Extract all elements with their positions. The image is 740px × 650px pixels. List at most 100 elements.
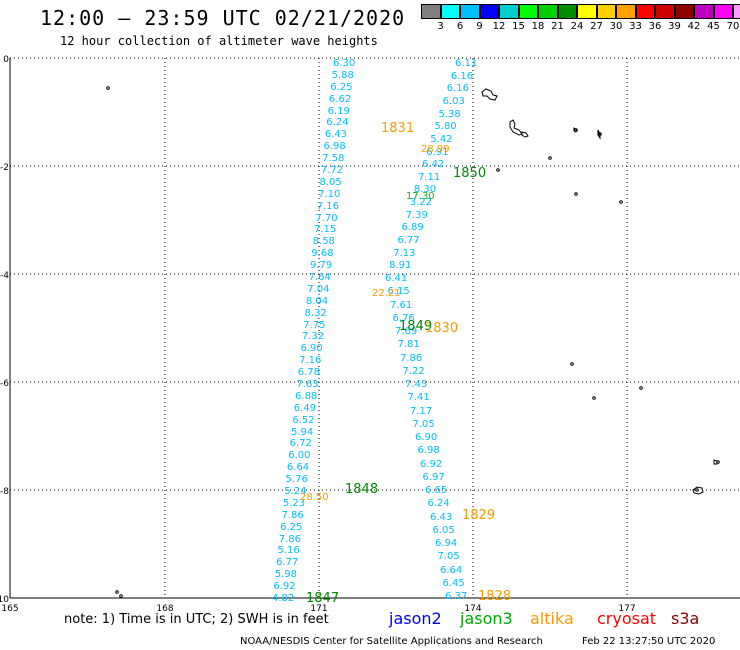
- track-b-value: 7.17: [410, 405, 433, 417]
- pass-time-label: 1830: [425, 321, 459, 336]
- island-outline: [573, 127, 578, 133]
- track-a-value: 6.77: [276, 557, 299, 569]
- track-extra-value: 28.99: [421, 144, 450, 155]
- track-a-value: 6.88: [295, 390, 318, 402]
- units-note: note: 1) Time is in UTC; 2) SWH is in fe…: [64, 612, 329, 627]
- track-b-value: 5.42: [430, 133, 453, 145]
- track-a-value: 7.04: [307, 283, 330, 295]
- track-b-value: 6.97: [422, 471, 445, 483]
- track-b-value: 6.43: [430, 511, 453, 523]
- scale-label: 70: [726, 21, 740, 32]
- satellite-legend-cryosat: cryosat: [597, 609, 657, 628]
- scale-label: 33: [629, 21, 642, 32]
- island-outline: [521, 131, 529, 138]
- footer-timestamp: Feb 22 13:27:50 UTC 2020: [582, 636, 716, 647]
- track-a-value: 7.58: [322, 153, 345, 165]
- scale-label: 30: [609, 21, 623, 32]
- scale-swatch: [460, 4, 480, 19]
- track-b-value: 6.16: [450, 70, 474, 82]
- scale-swatch: [421, 4, 441, 19]
- island-outline: [570, 362, 574, 366]
- lat-tick-label: -8: [0, 487, 9, 497]
- lat-tick-label: -2: [0, 163, 9, 173]
- island-outline: [597, 129, 601, 140]
- track-a-value: 5.88: [331, 69, 354, 81]
- pass-time-label: 1847: [306, 591, 340, 606]
- island-outline: [481, 88, 498, 101]
- track-b-value: 6.91: [426, 146, 449, 158]
- lat-tick-label: -4: [0, 271, 9, 281]
- track-b-value: 6.05: [432, 524, 455, 536]
- island-outline: [692, 486, 704, 495]
- track-b-value: 7.05: [437, 551, 460, 563]
- track-a-value: 7.32: [301, 331, 325, 343]
- track-b-value: 7.39: [405, 209, 428, 221]
- track-a-value: 7.64: [308, 272, 331, 283]
- track-a-value: 7.75: [303, 319, 326, 331]
- track-extra-value: 28.50: [300, 492, 329, 503]
- scale-label: 42: [687, 21, 701, 32]
- scale-swatch: [538, 4, 558, 19]
- track-a-value: 6.25: [330, 81, 353, 93]
- track-b-value: 6.76: [392, 312, 415, 324]
- island-outline: [592, 396, 596, 400]
- island-outline: [639, 386, 643, 390]
- track-b-value: 6.92: [420, 458, 443, 470]
- track-extra-value: 22.21: [372, 288, 401, 299]
- pass-time-label: 1831: [381, 121, 415, 136]
- track-a-value: 6.92: [273, 581, 296, 593]
- island-outline: [119, 594, 123, 598]
- scale-label: 21: [551, 21, 564, 32]
- track-b-value: 8.91: [389, 260, 412, 272]
- scale-swatch: [440, 4, 460, 19]
- track-b-value: 7.61: [390, 299, 413, 311]
- track-b-value: 7.11: [417, 171, 441, 183]
- scale-label: 36: [648, 21, 662, 32]
- track-a-value: 7.16: [316, 200, 339, 212]
- track-a-value: 6.43: [324, 129, 348, 141]
- track-a-value: 7.70: [315, 212, 338, 224]
- scale-swatch: [479, 4, 499, 19]
- scale-label: 18: [531, 21, 545, 32]
- scale-label: 3: [437, 21, 444, 32]
- scale-swatch: [577, 4, 597, 19]
- track-a-value: 8.32: [304, 307, 327, 319]
- scale-label: 39: [668, 21, 681, 32]
- scale-swatch: [518, 4, 538, 19]
- satellite-legend-jason2: jason2: [389, 609, 442, 628]
- track-b-value: 6.77: [397, 235, 420, 247]
- map-subtitle: 12 hour collection of altimeter wave hei…: [60, 34, 378, 48]
- footer-credit: NOAA/NESDIS Center for Satellite Applica…: [240, 636, 543, 647]
- pass-time-label: 1849: [399, 319, 433, 334]
- scale-swatch: [713, 4, 733, 19]
- scale-label: 24: [570, 21, 584, 32]
- island-outline: [695, 488, 699, 492]
- track-a-value: 6.19: [327, 105, 350, 117]
- track-b-value: 6.42: [422, 159, 445, 171]
- track-a-value: 4.82: [272, 593, 295, 604]
- lon-tick-label: 177: [618, 604, 635, 614]
- scale-swatch: [694, 4, 714, 19]
- pass-time-label: 1850: [453, 166, 487, 181]
- track-a-value: 6.24: [326, 117, 349, 129]
- track-b-value: 6.11: [455, 58, 478, 69]
- scale-label: 6: [456, 21, 464, 32]
- track-a-value: 7.15: [314, 224, 337, 236]
- map-title: 12:00 – 23:59 UTC 02/21/2020: [40, 6, 406, 30]
- scale-swatch: [616, 4, 636, 19]
- track-b-value: 6.24: [427, 498, 450, 510]
- track-a-value: 7.86: [278, 533, 302, 545]
- lon-tick-label: 168: [156, 604, 173, 614]
- track-b-value: 7.43: [405, 379, 428, 390]
- lon-tick-label: 174: [464, 604, 481, 614]
- satellite-legend-s3a: s3a: [671, 609, 700, 628]
- track-a-value: 6.30: [333, 58, 356, 69]
- lon-tick-label: 165: [1, 604, 18, 614]
- track-a-value: 6.25: [280, 521, 303, 533]
- track-b-value: 5.80: [434, 121, 457, 133]
- track-a-value: 9.68: [311, 248, 334, 260]
- pass-time-label: 1829: [462, 508, 496, 523]
- track-b-value: 6.65: [425, 485, 448, 496]
- track-a-value: 6.00: [288, 450, 311, 462]
